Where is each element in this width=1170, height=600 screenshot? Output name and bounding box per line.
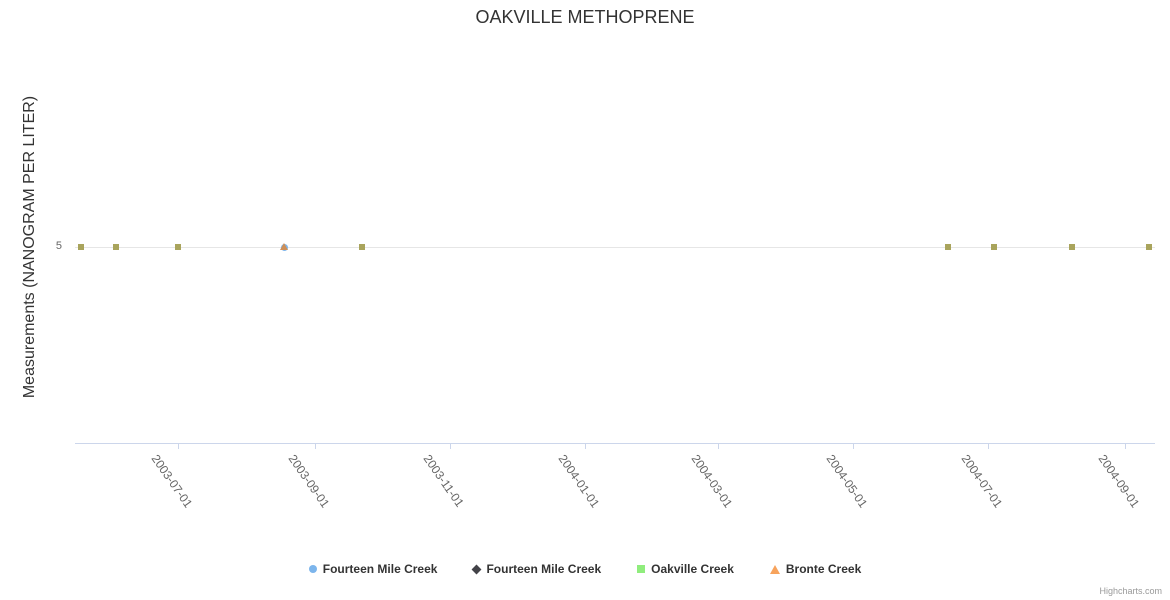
x-axis-tick bbox=[178, 443, 179, 449]
data-point-marker[interactable] bbox=[944, 244, 951, 250]
x-axis-line bbox=[75, 443, 1155, 444]
x-axis-tick-label: 2003-07-01 bbox=[148, 452, 196, 511]
legend-item-bronte-creek-triangle[interactable]: Bronte Creek bbox=[769, 562, 862, 576]
highcharts-credit[interactable]: Highcharts.com bbox=[1099, 586, 1162, 596]
x-axis-tick-label: 2003-09-01 bbox=[285, 452, 333, 511]
x-axis-tick-label: 2004-07-01 bbox=[958, 452, 1006, 511]
x-axis-tick-label: 2004-01-01 bbox=[555, 452, 603, 511]
data-point-marker[interactable] bbox=[1068, 244, 1075, 250]
data-point-marker[interactable] bbox=[991, 244, 998, 250]
legend-item-fourteen-mile-creek-circle[interactable]: Fourteen Mile Creek bbox=[308, 562, 438, 576]
x-axis-tick bbox=[315, 443, 317, 449]
x-axis-tick bbox=[450, 443, 452, 449]
legend-item-label: Fourteen Mile Creek bbox=[322, 562, 438, 576]
data-point-marker[interactable] bbox=[175, 244, 181, 250]
x-axis-tick bbox=[852, 443, 854, 449]
data-point-marker[interactable] bbox=[77, 244, 84, 250]
legend: Fourteen Mile Creek Fourteen Mile Creek Oa… bbox=[0, 562, 1170, 576]
triangle-icon bbox=[769, 564, 780, 574]
x-axis-tick bbox=[987, 443, 989, 449]
x-axis-tick-label: 2004-09-01 bbox=[1095, 452, 1143, 511]
chart-title: OAKVILLE METHOPRENE bbox=[475, 7, 695, 27]
legend-item-label: Oakville Creek bbox=[651, 562, 734, 576]
circle-icon bbox=[308, 565, 317, 573]
legend-item-oakville-creek-square[interactable]: Oakville Creek bbox=[637, 562, 734, 576]
data-point-marker[interactable] bbox=[113, 244, 120, 250]
x-axis-tick bbox=[1125, 443, 1126, 449]
y-axis-tick-label: 5 bbox=[55, 240, 62, 252]
data-point-marker[interactable] bbox=[1146, 244, 1153, 250]
x-axis-tick-label: 2004-05-01 bbox=[823, 452, 871, 511]
legend-item-fourteen-mile-creek-diamond[interactable]: Fourteen Mile Creek bbox=[472, 562, 602, 576]
x-axis-tick bbox=[585, 443, 587, 449]
square-icon bbox=[637, 565, 646, 573]
grid-line bbox=[75, 247, 1155, 248]
legend-item-label: Fourteen Mile Creek bbox=[486, 562, 602, 576]
diamond-icon bbox=[472, 564, 482, 574]
data-point-marker[interactable] bbox=[280, 243, 289, 250]
x-axis-tick bbox=[717, 443, 719, 449]
data-point-marker[interactable] bbox=[358, 244, 365, 250]
legend-item-label: Bronte Creek bbox=[785, 562, 862, 576]
x-axis-tick-label: 2004-03-01 bbox=[688, 452, 736, 511]
x-axis-tick-label: 2003-11-01 bbox=[420, 452, 467, 510]
